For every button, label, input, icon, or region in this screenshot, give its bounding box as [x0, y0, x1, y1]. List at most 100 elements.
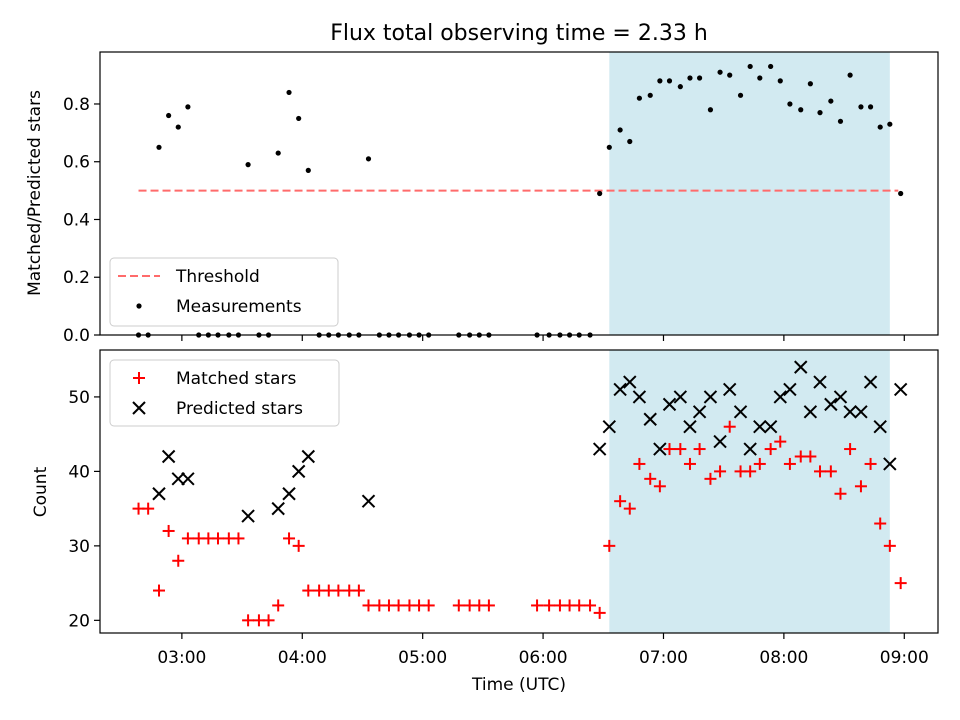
measurement-point [877, 124, 883, 130]
legend-predicted-swatch [132, 401, 146, 415]
ratio-legend: Threshold Measurements [109, 257, 339, 327]
matched-star-point [623, 502, 636, 515]
matched-star-point [683, 457, 696, 470]
predicted-star-point [271, 501, 285, 516]
ratio-plot-frame [99, 51, 939, 336]
measurement-point [717, 69, 723, 75]
matched-star-point [362, 599, 375, 612]
matched-star-point [814, 465, 827, 478]
matched-star-point [211, 532, 224, 545]
predicted-star-point [602, 420, 617, 434]
x-tick-label: 09:00 [880, 648, 929, 668]
matched-star-point [764, 443, 777, 456]
predicted-star-point [662, 397, 677, 412]
ratio-y-tick-label: 0.0 [63, 326, 90, 346]
matched-star-point [854, 480, 867, 493]
measurement-point [867, 104, 874, 110]
matched-star-point [834, 487, 847, 500]
matched-star-point [283, 532, 296, 545]
count-y-tick-label: 40 [68, 462, 90, 482]
matched-star-point [272, 599, 285, 612]
count-y-tick-label: 30 [68, 537, 90, 557]
predicted-star-point [753, 420, 767, 434]
measurement-point [807, 81, 813, 87]
matched-star-point [774, 435, 787, 448]
count-y-axis-label: Count [31, 466, 51, 517]
predicted-star-point [291, 464, 306, 479]
measurement-point [847, 72, 853, 78]
measurement-point [707, 107, 714, 113]
count-legend: Matched stars Predicted stars [109, 359, 340, 427]
ratio-panel: 0.00.20.40.60.8 Matched/Predicted stars … [25, 51, 939, 346]
measurement-point [697, 75, 703, 81]
measurement-point [887, 121, 893, 127]
x-tick-label: 03:00 [157, 648, 206, 668]
predicted-star-point [713, 434, 727, 449]
measurement-point [166, 112, 172, 119]
legend-measurements-label: Measurements [176, 297, 302, 317]
x-tick-label: 07:00 [639, 648, 688, 668]
measurement-point [175, 124, 181, 130]
matched-star-point [292, 539, 305, 552]
matched-star-point [824, 465, 837, 478]
predicted-star-point [361, 494, 376, 508]
matched-star-point [392, 599, 405, 612]
measurement-point [727, 72, 733, 78]
predicted-star-point [623, 375, 637, 389]
predicted-star-point [794, 360, 808, 374]
measurement-point [156, 144, 162, 150]
chart-title: Flux total observing time = 2.33 h [330, 21, 708, 46]
matched-star-point [162, 524, 175, 537]
measurement-point [768, 63, 774, 70]
matched-star-point [804, 450, 817, 463]
predicted-star-point [883, 457, 897, 471]
measurement-point [657, 78, 663, 84]
measurement-point [677, 84, 683, 90]
matched-star-point [723, 420, 736, 433]
measurement-point [828, 98, 834, 104]
measurement-point [286, 89, 292, 96]
matched-star-point [783, 457, 796, 470]
measurement-point [636, 95, 643, 101]
predicted-star-point [282, 487, 296, 501]
matched-star-point [614, 495, 627, 508]
matched-star-point [714, 465, 727, 478]
predicted-star-point [181, 472, 195, 486]
measurement-point [747, 63, 753, 70]
predicted-star-point [803, 405, 818, 419]
measurement-point [837, 118, 844, 124]
measurement-point [305, 167, 311, 173]
measurement-point [185, 104, 191, 110]
matched-star-point [352, 584, 365, 597]
measurement-point [757, 75, 763, 81]
predicted-star-point [893, 382, 908, 397]
measurement-point [245, 162, 251, 168]
measurement-point [898, 190, 904, 197]
predicted-star-point [813, 375, 827, 389]
predicted-star-point [863, 375, 878, 389]
matched-star-point [332, 584, 345, 597]
predicted-star-point [692, 405, 707, 419]
predicted-star-point [592, 442, 607, 456]
predicted-star-point [733, 405, 748, 419]
matched-star-point [753, 457, 766, 470]
legend-matched-swatch [133, 372, 145, 384]
ratio-y-tick-label: 0.4 [63, 210, 90, 230]
measurement-point [365, 156, 372, 162]
matched-star-point [543, 599, 556, 612]
predicted-star-point [722, 382, 737, 397]
count-panel: 20 30 40 50 03:00 04:00 05:00 06:00 07:00 08:00 0… [31, 349, 939, 695]
ratio-y-tick-label: 0.6 [63, 153, 90, 173]
measurement-point [798, 107, 804, 113]
measurement-point [787, 101, 793, 107]
measurement-point [737, 92, 744, 98]
count-plot-frame [99, 349, 939, 634]
measurement-point [617, 127, 623, 133]
matched-star-point [674, 443, 687, 456]
predicted-star-point [763, 420, 778, 434]
matched-star-point [874, 517, 887, 530]
matched-star-point [181, 532, 194, 545]
matched-star-point [653, 480, 666, 493]
matched-star-point [573, 599, 586, 612]
